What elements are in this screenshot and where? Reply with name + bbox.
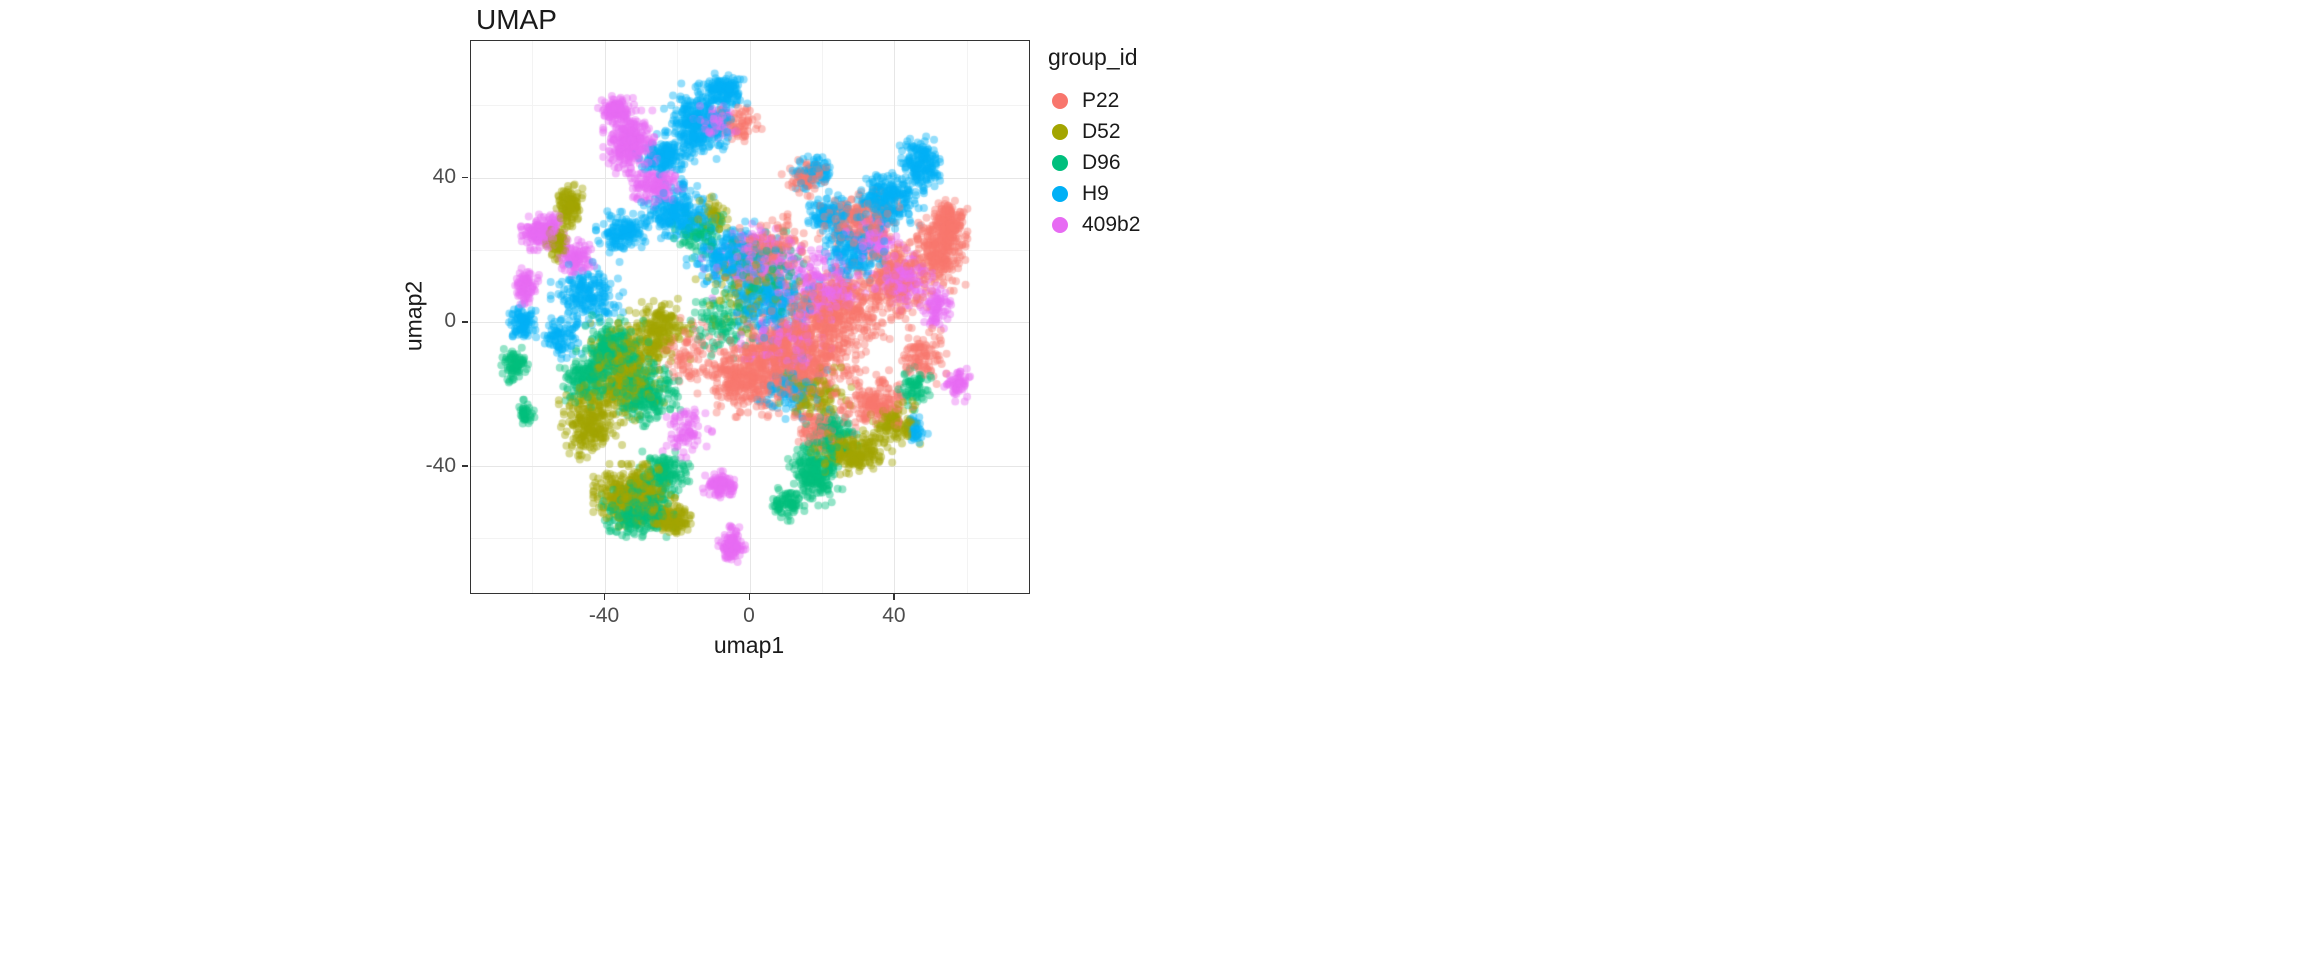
y-tick-mark <box>462 176 468 179</box>
legend-item-409b2: 409b2 <box>1048 209 1208 240</box>
plot-panel <box>470 40 1030 594</box>
y-tick-label: 40 <box>432 165 456 189</box>
x-axis-title: umap1 <box>713 632 785 658</box>
y-tick-mark <box>462 465 468 467</box>
x-tick-mark <box>893 594 896 600</box>
legend-item-d52: D52 <box>1048 116 1208 147</box>
x-tick-label: 40 <box>882 604 906 627</box>
legend-key-dot <box>1052 185 1068 202</box>
x-tick-label: 0 <box>743 604 755 627</box>
legend-item-d96: D96 <box>1048 147 1208 178</box>
legend-item-p22: P22 <box>1048 85 1208 116</box>
legend-items: P22 D52 D96 H9 409b2 <box>1048 85 1208 240</box>
y-axis-title: umap2 <box>400 280 427 352</box>
plot-title: UMAP <box>476 4 557 35</box>
legend-key-dot <box>1052 154 1068 171</box>
legend-item-h9: H9 <box>1048 178 1208 209</box>
y-tick-label: -40 <box>425 453 456 477</box>
legend-item-label: D52 <box>1082 119 1121 143</box>
x-tick-mark <box>603 594 606 600</box>
legend-title: group_id <box>1048 44 1138 70</box>
y-tick-mark <box>462 320 468 323</box>
legend: group_id P22 D52 D96 H9 409b2 <box>1048 44 1208 240</box>
legend-item-label: 409b2 <box>1082 212 1141 236</box>
legend-item-label: P22 <box>1082 88 1120 112</box>
scatter-points-canvas <box>471 41 1029 593</box>
y-tick-label: 0 <box>444 309 456 333</box>
legend-item-label: D96 <box>1082 150 1121 174</box>
legend-item-label: H9 <box>1082 181 1109 205</box>
legend-key-dot <box>1052 92 1068 109</box>
x-tick-label: -40 <box>588 604 620 627</box>
legend-key-dot <box>1052 123 1068 140</box>
legend-key-dot <box>1052 216 1068 233</box>
x-tick-mark <box>748 594 751 600</box>
